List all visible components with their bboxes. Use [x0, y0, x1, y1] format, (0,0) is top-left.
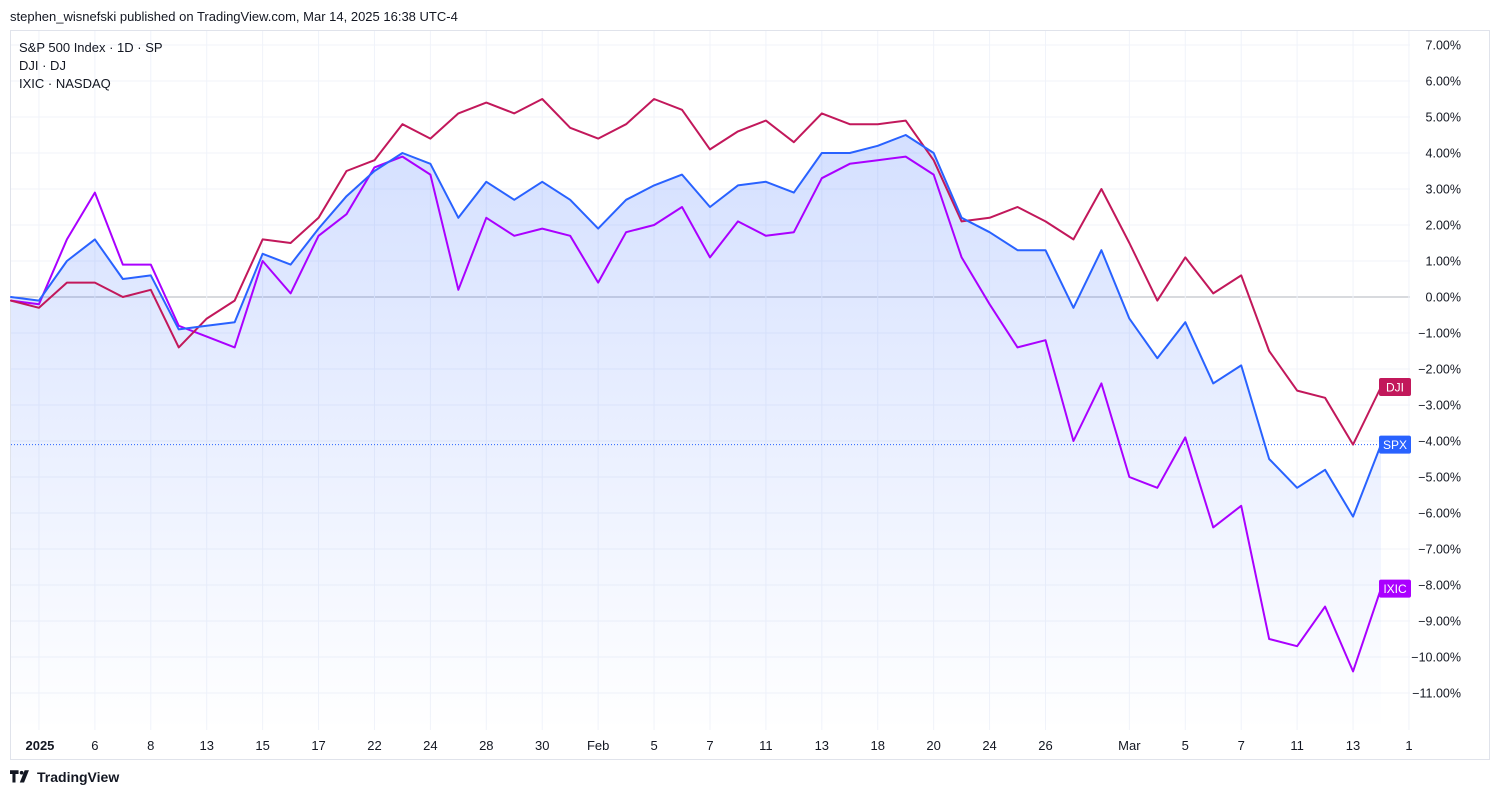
- y-tick-label: 1.00%: [1426, 255, 1461, 269]
- y-tick-label: −11.00%: [1412, 687, 1461, 701]
- x-tick-label: 6: [91, 738, 98, 753]
- x-tick-label: 11: [1290, 738, 1304, 753]
- ixic-end-label-bg: [1379, 579, 1411, 598]
- x-tick-label: 13: [199, 738, 213, 753]
- footer-brand[interactable]: TradingView: [10, 769, 119, 785]
- tradingview-logo-icon: [10, 770, 29, 783]
- y-tick-label: 5.00%: [1426, 111, 1461, 125]
- spx-line: [10, 134, 1382, 518]
- dji-end-label: DJI: [1379, 378, 1411, 396]
- footer-brand-text: TradingView: [37, 769, 120, 785]
- ixic-end-label: IXIC: [1379, 579, 1411, 598]
- x-tick-label: 17: [311, 738, 325, 753]
- legend-spx[interactable]: S&P 500 Index · 1D · SP: [19, 40, 163, 55]
- x-tick-label: 2025: [25, 738, 54, 753]
- x-tick-label: Feb: [587, 738, 609, 753]
- y-tick-label: −6.00%: [1418, 507, 1461, 521]
- x-tick-label: 8: [147, 738, 154, 753]
- series-lines: [10, 98, 1382, 673]
- y-tick-label: 4.00%: [1426, 147, 1461, 161]
- y-tick-label: −4.00%: [1418, 435, 1461, 449]
- x-tick-label: 24: [982, 738, 996, 753]
- y-tick-label: −2.00%: [1418, 363, 1461, 377]
- chart-frame: [10, 30, 1490, 760]
- ixic-line: [10, 155, 1382, 673]
- x-tick-label: 13: [1346, 738, 1360, 753]
- x-tick-label: 13: [815, 738, 829, 753]
- y-tick-label: 0.00%: [1426, 291, 1461, 305]
- y-tick-label: −3.00%: [1418, 399, 1461, 413]
- dji-line: [10, 98, 1382, 446]
- y-tick-label: −8.00%: [1418, 579, 1461, 593]
- x-tick-label: 15: [255, 738, 269, 753]
- legend-ixic[interactable]: IXIC · NASDAQ: [19, 76, 111, 91]
- y-tick-label: −9.00%: [1418, 615, 1461, 629]
- x-tick-label: 1: [1405, 738, 1412, 753]
- y-axis[interactable]: 7.00% 6.00% 5.00% 4.00% 3.00% 2.00% 1.00% 0.00%…: [1411, 39, 1461, 701]
- x-tick-label: 30: [535, 738, 549, 753]
- y-tick-label: −1.00%: [1418, 327, 1461, 341]
- dji-end-label-text: DJI: [1386, 381, 1404, 395]
- spx-area: [11, 135, 1381, 730]
- dji-end-label-bg: [1379, 378, 1411, 396]
- x-tick-label: 18: [871, 738, 885, 753]
- spx-end-label-text: SPX: [1383, 438, 1407, 452]
- x-tick-label: 11: [759, 738, 773, 753]
- x-tick-label: Mar: [1118, 738, 1141, 753]
- y-tick-label: −10.00%: [1411, 651, 1461, 665]
- y-tick-label: −7.00%: [1418, 543, 1461, 557]
- x-axis[interactable]: 2025 6 8 13 15 17 22 24 28 30 Feb 5 7 11 13 18 20 24 26 Mar…: [25, 738, 1412, 753]
- spx-end-label: SPX: [1379, 435, 1411, 454]
- x-tick-label: 5: [650, 738, 657, 753]
- ixic-end-label-text: IXIC: [1383, 582, 1407, 596]
- legend-dji[interactable]: DJI · DJ: [19, 58, 66, 73]
- x-tick-label: 26: [1038, 738, 1052, 753]
- x-tick-label: 20: [926, 738, 940, 753]
- x-tick-label: 7: [706, 738, 713, 753]
- x-tick-label: 7: [1238, 738, 1245, 753]
- y-tick-label: 6.00%: [1426, 75, 1461, 89]
- y-tick-label: 2.00%: [1426, 219, 1461, 233]
- y-tick-label: 7.00%: [1426, 39, 1461, 53]
- series-end-labels: IXIC DJI SPX: [1379, 378, 1411, 598]
- x-tick-label: 5: [1182, 738, 1189, 753]
- x-tick-label: 28: [479, 738, 493, 753]
- x-tick-label: 22: [367, 738, 381, 753]
- legend[interactable]: S&P 500 Index · 1D · SP DJI · DJ IXIC · …: [19, 39, 163, 93]
- spx-end-label-bg: [1379, 435, 1411, 454]
- y-tick-label: −5.00%: [1418, 471, 1461, 485]
- publish-info: stephen_wisnefski published on TradingVi…: [10, 9, 458, 24]
- spx-area-fill: [11, 135, 1381, 730]
- y-tick-label: 3.00%: [1426, 183, 1461, 197]
- x-tick-label: 24: [423, 738, 437, 753]
